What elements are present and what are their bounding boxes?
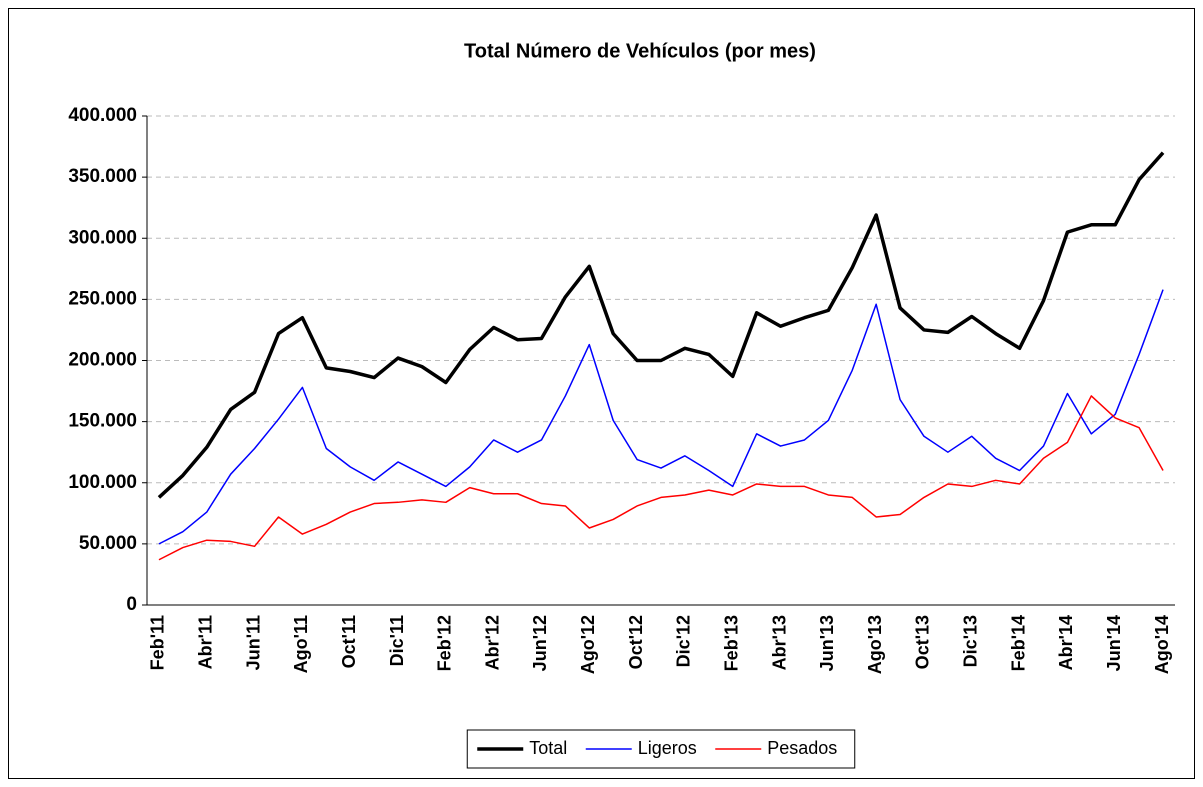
y-tick-label: 50.000: [79, 533, 137, 554]
x-tick-label: Abr'11: [196, 615, 216, 669]
y-tick-label: 400.000: [68, 105, 137, 126]
x-tick-label: Jun'11: [243, 615, 263, 670]
y-tick-label: 300.000: [68, 227, 137, 248]
x-tick-label: Ago'14: [1152, 615, 1172, 674]
x-tick-label: Jun'14: [1104, 615, 1124, 671]
x-tick-label: Ago'13: [865, 615, 885, 674]
x-tick-label: Feb'12: [435, 615, 455, 671]
x-tick-label: Oct'13: [913, 615, 933, 669]
y-tick-label: 0: [126, 594, 137, 615]
x-tick-label: Feb'14: [1008, 615, 1028, 671]
y-tick-label: 350.000: [68, 166, 137, 187]
y-tick-label: 150.000: [68, 411, 137, 432]
x-tick-label: Dic'13: [961, 615, 981, 667]
x-tick-label: Dic'11: [387, 615, 407, 666]
legend-label: Pesados: [767, 738, 837, 758]
x-tick-label: Dic'12: [674, 615, 694, 667]
legend-box: [466, 729, 856, 769]
x-tick-label: Abr'12: [482, 615, 502, 670]
x-tick-label: Jun'12: [530, 615, 550, 671]
x-tick-label: Ago'11: [291, 615, 311, 673]
x-tick-label: Feb'11: [148, 615, 168, 670]
y-tick-label: 100.000: [68, 472, 137, 493]
legend-label: Ligeros: [638, 738, 697, 758]
y-tick-label: 200.000: [68, 350, 137, 371]
series-line: [158, 395, 1164, 561]
series-line: [158, 289, 1164, 545]
x-tick-label: Abr'13: [769, 615, 789, 670]
chart-border: [8, 8, 1195, 779]
y-tick-label: 250.000: [68, 288, 137, 309]
x-tick-label: Oct'11: [339, 615, 359, 668]
chart-title: Total Número de Vehículos (por mes): [464, 40, 816, 62]
series-line: [157, 151, 1165, 499]
x-tick-label: Ago'12: [578, 615, 598, 674]
x-tick-label: Abr'14: [1056, 615, 1076, 670]
legend-label: Total: [529, 738, 567, 758]
x-tick-label: Jun'13: [817, 615, 837, 671]
x-tick-label: Oct'12: [626, 615, 646, 669]
x-tick-label: Feb'13: [721, 615, 741, 671]
